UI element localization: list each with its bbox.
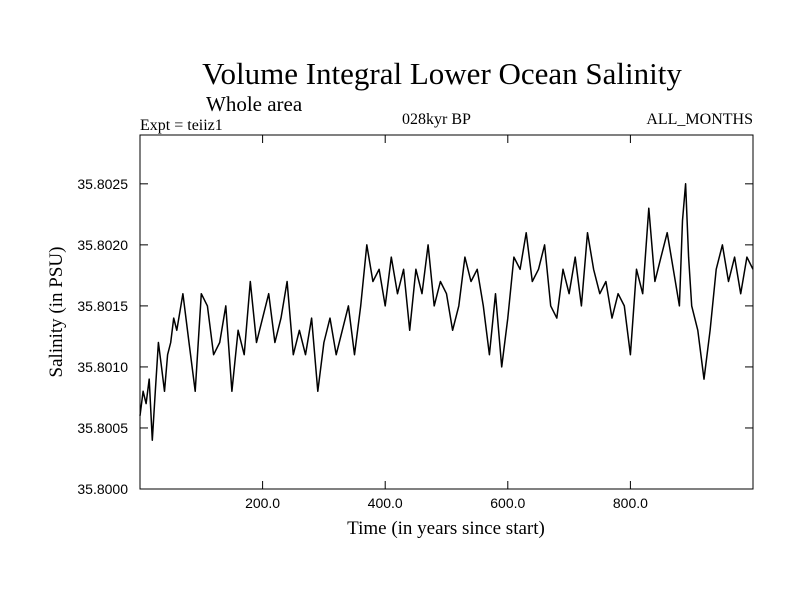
salinity-series-line [139, 183, 754, 441]
x-axis: 200.0 400.0 600.0 800.0 [245, 135, 648, 511]
months-label: ALL_MONTHS [646, 111, 753, 128]
y-axis: 35.8000 35.8005 35.8010 35.8015 35.8020 35.80… [77, 176, 753, 497]
chart-title: Volume Integral Lower Ocean Salinity [202, 56, 682, 91]
plot-frame [139, 134, 754, 490]
x-tick-label: 400.0 [368, 495, 403, 511]
y-axis-title: Salinity (in PSU) [46, 247, 67, 378]
y-tick-label: 35.8025 [77, 176, 128, 192]
chart-subtitle: Whole area [206, 92, 303, 116]
y-tick-label: 35.8000 [77, 481, 128, 497]
y-tick-label: 35.8005 [77, 420, 128, 436]
x-tick-label: 600.0 [490, 495, 525, 511]
x-tick-label: 800.0 [613, 495, 648, 511]
x-tick-label: 200.0 [245, 495, 280, 511]
experiment-label: Expt = teiiz1 [140, 117, 223, 134]
x-axis-title: Time (in years since start) [347, 518, 545, 539]
period-label: 028kyr BP [402, 111, 471, 128]
y-tick-label: 35.8020 [77, 237, 128, 253]
y-tick-label: 35.8015 [77, 298, 128, 314]
y-tick-label: 35.8010 [77, 359, 128, 375]
